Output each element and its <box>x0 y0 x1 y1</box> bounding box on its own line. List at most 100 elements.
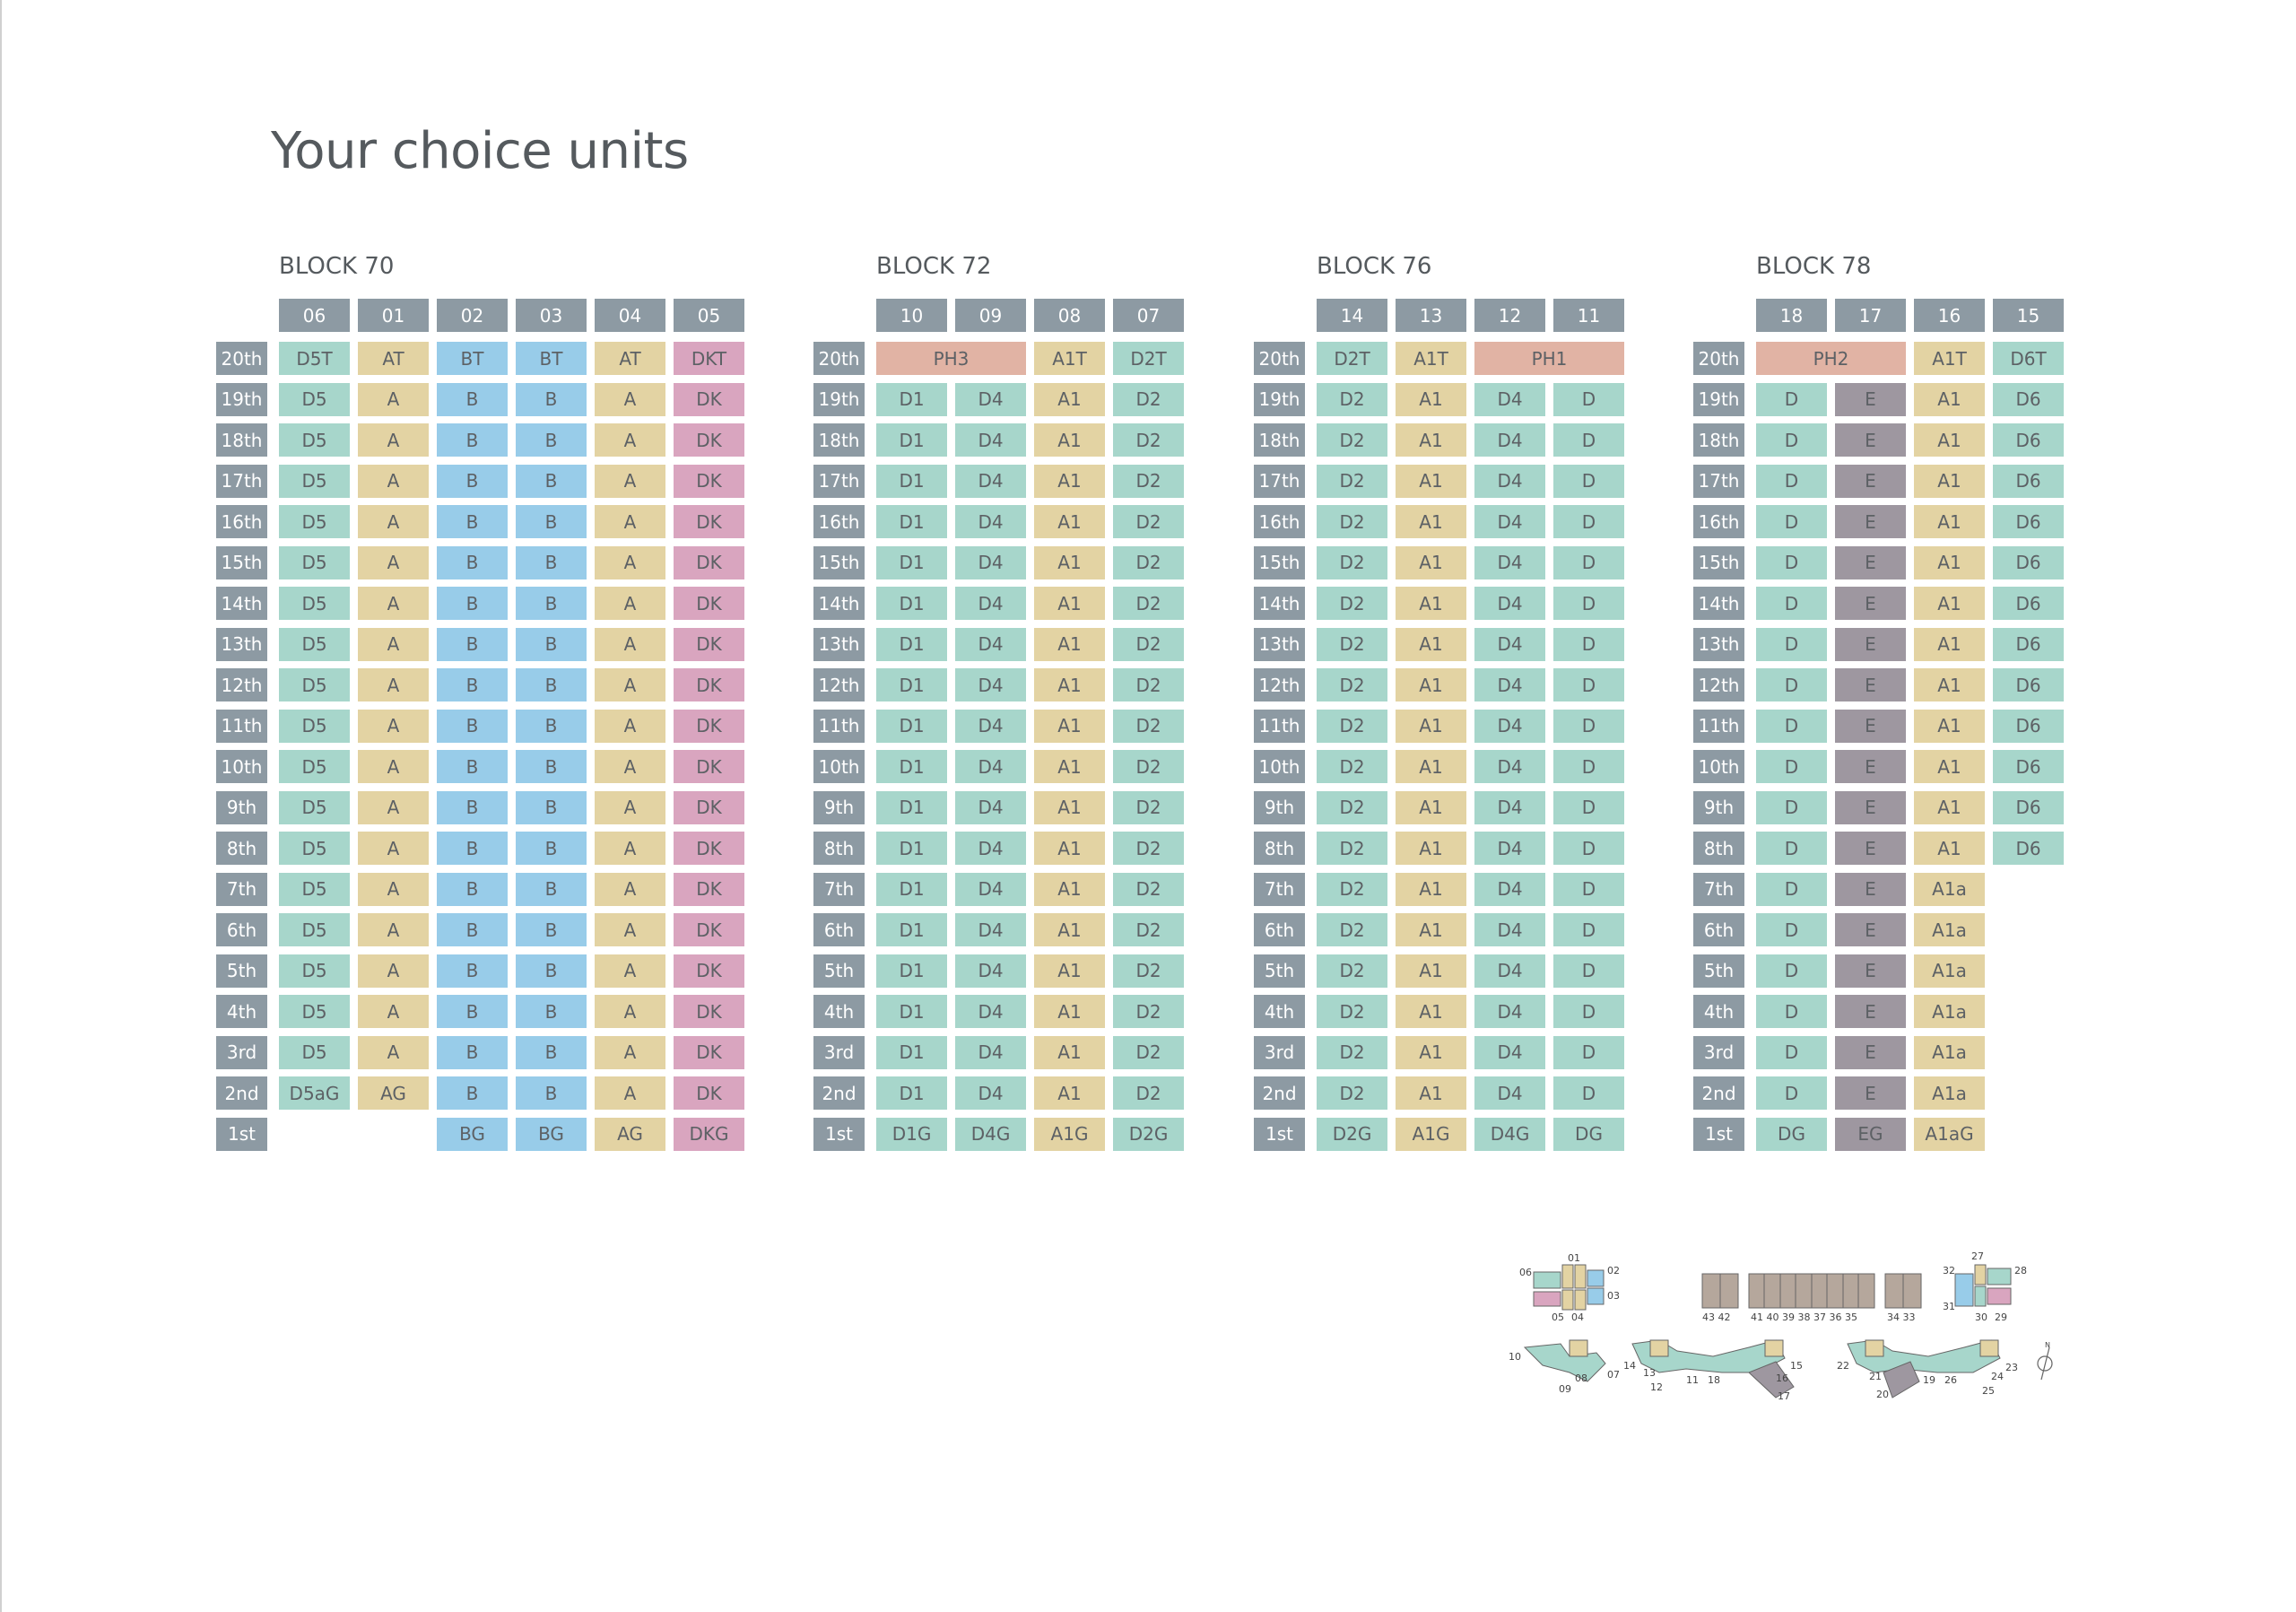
unit-cell: A1 <box>1034 1035 1105 1069</box>
unit-cell: D <box>1756 832 1827 865</box>
floor-label: 15th <box>1693 545 1744 579</box>
unit-cell: A1 <box>1914 423 1985 457</box>
unit-cell: D4 <box>1474 668 1545 701</box>
unit-cell: A <box>595 750 665 783</box>
unit-cell: BT <box>437 342 508 375</box>
unit-cell: A <box>595 709 665 743</box>
unit-number-header: 11 <box>1553 299 1624 332</box>
keyplan-townhouses: 43 42 41 40 39 38 37 36 35 34 33 <box>1701 1273 1922 1323</box>
unit-cell: A1 <box>1034 832 1105 865</box>
unit-cell: D2 <box>1113 832 1184 865</box>
unit-number-header: 05 <box>674 299 744 332</box>
svg-text:41 40 39 38 37 36 35: 41 40 39 38 37 36 35 <box>1751 1311 1857 1323</box>
unit-cell: B <box>516 627 587 661</box>
unit-cell: D <box>1553 872 1624 906</box>
unit-cell: A <box>358 505 429 538</box>
unit-cell: A <box>358 545 429 579</box>
floor-label: 9th <box>1693 790 1744 824</box>
unit-cell: E <box>1835 709 1906 743</box>
unit-cell: AG <box>358 1076 429 1110</box>
unit-cell: D <box>1553 954 1624 988</box>
unit-cell: D2 <box>1113 627 1184 661</box>
svg-text:34 33: 34 33 <box>1887 1311 1916 1323</box>
unit-cell: D5 <box>279 627 350 661</box>
unit-cell: D2 <box>1317 790 1387 824</box>
unit-cell: A <box>358 750 429 783</box>
unit-cell: D2 <box>1113 668 1184 701</box>
unit-cell: A1 <box>1396 872 1466 906</box>
unit-cell: A1 <box>1034 505 1105 538</box>
unit-cell: D6 <box>1993 750 2064 783</box>
unit-cell: D5 <box>279 587 350 620</box>
unit-cell: A1T <box>1914 342 1985 375</box>
svg-text:16: 16 <box>1776 1372 1788 1384</box>
unit-cell: DK <box>674 913 744 946</box>
unit-cell: D2 <box>1317 750 1387 783</box>
unit-cell: D1 <box>876 668 947 701</box>
unit-number-header: 14 <box>1317 299 1387 332</box>
unit-cell: DK <box>674 1076 744 1110</box>
unit-cell: A1 <box>1034 464 1105 498</box>
floor-label: 19th <box>813 382 865 416</box>
unit-cell: D1 <box>876 587 947 620</box>
unit-cell: DK <box>674 709 744 743</box>
unit-cell: D4 <box>1474 587 1545 620</box>
unit-cell: D <box>1553 995 1624 1028</box>
penthouse-cell: PH2 <box>1756 342 1906 375</box>
unit-cell: A1 <box>1396 423 1466 457</box>
unit-cell: D1 <box>876 954 947 988</box>
unit-cell: B <box>516 464 587 498</box>
unit-cell: A1T <box>1396 342 1466 375</box>
unit-cell: A <box>358 627 429 661</box>
floor-label: 14th <box>813 587 865 620</box>
unit-cell: D <box>1553 464 1624 498</box>
svg-text:09: 09 <box>1559 1383 1571 1395</box>
floor-label: 11th <box>216 709 267 743</box>
unit-cell: A1 <box>1396 382 1466 416</box>
unit-cell: D6T <box>1993 342 2064 375</box>
unit-cell: B <box>516 995 587 1028</box>
unit-cell: B <box>516 750 587 783</box>
unit-cell: A1 <box>1034 423 1105 457</box>
unit-cell: D <box>1553 709 1624 743</box>
svg-text:13: 13 <box>1643 1367 1656 1379</box>
unit-cell: D2 <box>1317 1076 1387 1110</box>
unit-cell: A <box>595 790 665 824</box>
unit-cell: A1 <box>1914 505 1985 538</box>
unit-cell: A <box>595 872 665 906</box>
unit-cell: D <box>1756 382 1827 416</box>
unit-cell: D4 <box>1474 545 1545 579</box>
unit-cell: D <box>1756 1035 1827 1069</box>
unit-cell: B <box>437 790 508 824</box>
floor-label: 16th <box>1254 505 1305 538</box>
unit-cell: D6 <box>1993 505 2064 538</box>
unit-cell: D4 <box>1474 709 1545 743</box>
unit-cell: DK <box>674 464 744 498</box>
unit-cell: A <box>595 545 665 579</box>
floor-label: 16th <box>1693 505 1744 538</box>
unit-cell: A <box>595 627 665 661</box>
unit-cell: A <box>358 587 429 620</box>
unit-cell: A1 <box>1396 545 1466 579</box>
floor-label: 11th <box>1254 709 1305 743</box>
unit-cell: A1 <box>1914 382 1985 416</box>
unit-cell: D <box>1553 790 1624 824</box>
unit-cell: DK <box>674 832 744 865</box>
unit-cell: B <box>437 587 508 620</box>
svg-text:08: 08 <box>1575 1372 1587 1384</box>
unit-cell: A1 <box>1034 668 1105 701</box>
floor-label: 14th <box>216 587 267 620</box>
unit-cell: D4 <box>1474 1076 1545 1110</box>
floor-label: 13th <box>813 627 865 661</box>
unit-cell: D4 <box>955 872 1026 906</box>
unit-cell: DK <box>674 545 744 579</box>
floor-label: 2nd <box>1254 1076 1305 1110</box>
floor-label: 16th <box>813 505 865 538</box>
floor-label: 5th <box>1693 954 1744 988</box>
unit-cell: A <box>358 668 429 701</box>
unit-cell: D1 <box>876 995 947 1028</box>
unit-cell: D <box>1553 382 1624 416</box>
unit-cell: D <box>1553 1035 1624 1069</box>
unit-cell: A <box>595 505 665 538</box>
unit-cell: DK <box>674 587 744 620</box>
